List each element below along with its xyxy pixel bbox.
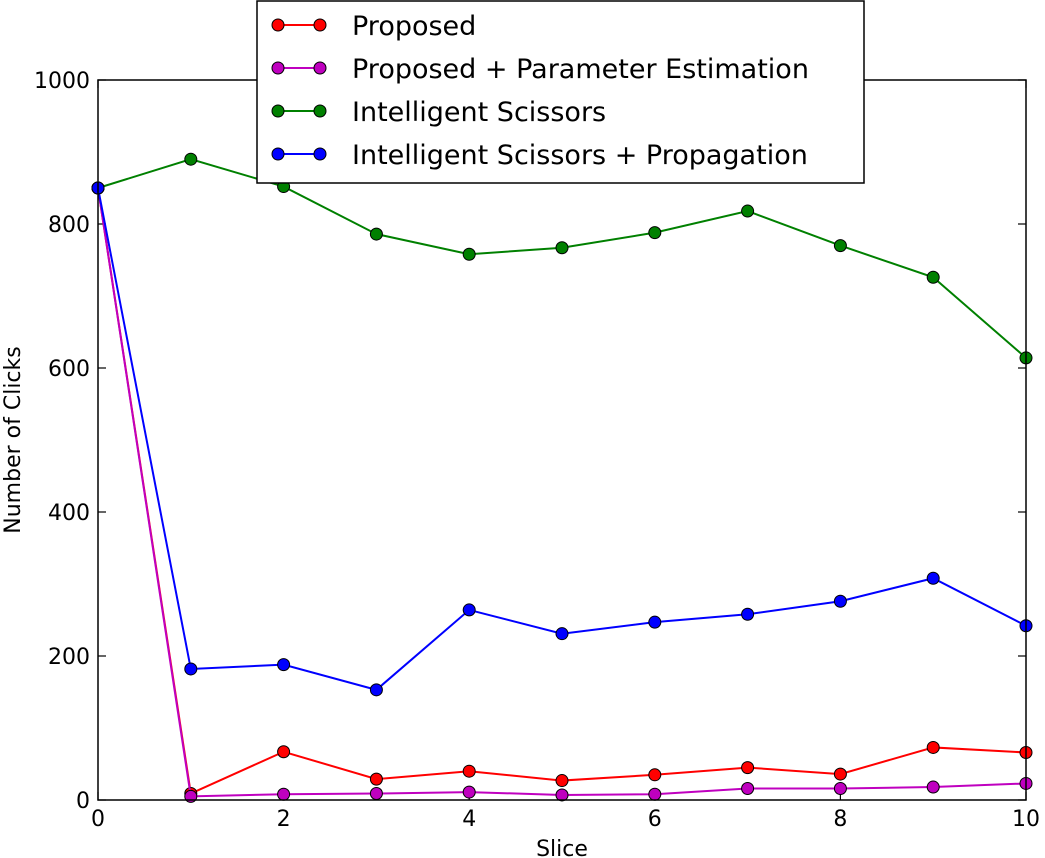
- legend-marker: [313, 18, 327, 32]
- data-point: [648, 615, 662, 629]
- legend-marker: [271, 104, 285, 118]
- legend-marker: [313, 61, 327, 75]
- data-point: [648, 768, 662, 782]
- legend-item: Intelligent Scissors + Propagation: [271, 140, 808, 171]
- y-tick-label: 400: [48, 501, 90, 526]
- legend-label: Intelligent Scissors: [352, 97, 606, 128]
- x-tick-label: 8: [833, 807, 847, 832]
- x-tick-label: 0: [91, 807, 105, 832]
- data-point: [648, 787, 662, 801]
- y-tick-label: 800: [48, 213, 90, 238]
- legend-marker: [271, 61, 285, 75]
- data-point: [277, 658, 291, 672]
- legend-item: Proposed + Parameter Estimation: [271, 54, 809, 85]
- series-0: [91, 181, 1033, 801]
- data-point: [369, 787, 383, 801]
- data-point: [926, 780, 940, 794]
- legend-marker: [271, 18, 285, 32]
- data-point: [741, 607, 755, 621]
- y-axis-label: Number of Clicks: [1, 346, 26, 533]
- series-line: [97, 187, 1027, 691]
- data-point: [369, 227, 383, 241]
- data-point: [741, 761, 755, 775]
- legend-marker: [313, 104, 327, 118]
- legend-label: Proposed: [352, 11, 476, 42]
- data-point: [741, 204, 755, 218]
- tick-labels: 0 2 4 6 8 10 0 200 400 600 800 1000: [34, 69, 1040, 832]
- data-point: [555, 627, 569, 641]
- data-point: [926, 270, 940, 284]
- data-point: [462, 603, 476, 617]
- data-point: [462, 785, 476, 799]
- data-point: [277, 787, 291, 801]
- legend-marker: [313, 147, 327, 161]
- series-line: [97, 187, 1027, 798]
- series-layer: [91, 152, 1033, 803]
- data-point: [648, 226, 662, 240]
- data-point: [184, 662, 198, 676]
- series-2: [91, 152, 1033, 365]
- x-tick-label: 6: [648, 807, 662, 832]
- data-point: [833, 594, 847, 608]
- y-tick-label: 0: [76, 789, 90, 814]
- data-point: [833, 781, 847, 795]
- y-tick-label: 200: [48, 645, 90, 670]
- data-point: [555, 241, 569, 255]
- legend-label: Proposed + Parameter Estimation: [352, 54, 809, 85]
- data-point: [369, 683, 383, 697]
- y-tick-label: 600: [48, 357, 90, 382]
- x-tick-label: 10: [1012, 807, 1040, 832]
- data-point: [369, 772, 383, 786]
- legend: Proposed Proposed + Parameter Estimation I…: [256, 0, 865, 184]
- y-tick-label: 1000: [34, 69, 90, 94]
- legend-item: Intelligent Scissors: [271, 97, 606, 128]
- data-point: [833, 239, 847, 253]
- data-point: [926, 571, 940, 585]
- data-point: [184, 152, 198, 166]
- series-line: [97, 158, 1027, 359]
- series-3: [91, 181, 1033, 697]
- data-point: [555, 774, 569, 788]
- x-tick-label: 4: [462, 807, 476, 832]
- x-axis-label: Slice: [536, 837, 588, 858]
- data-point: [462, 247, 476, 261]
- legend-marker: [271, 147, 285, 161]
- legend-item: Proposed: [271, 11, 476, 42]
- legend-box: [256, 0, 865, 184]
- plot-frame: [97, 79, 1027, 801]
- axis-ticks: [97, 79, 1027, 801]
- data-point: [462, 764, 476, 778]
- series-1: [91, 181, 1033, 803]
- data-point: [555, 788, 569, 802]
- legend-label: Intelligent Scissors + Propagation: [352, 140, 808, 171]
- data-point: [833, 767, 847, 781]
- data-point: [926, 740, 940, 754]
- data-point: [277, 745, 291, 759]
- x-tick-label: 2: [277, 807, 291, 832]
- series-line: [97, 187, 1027, 795]
- data-point: [741, 781, 755, 795]
